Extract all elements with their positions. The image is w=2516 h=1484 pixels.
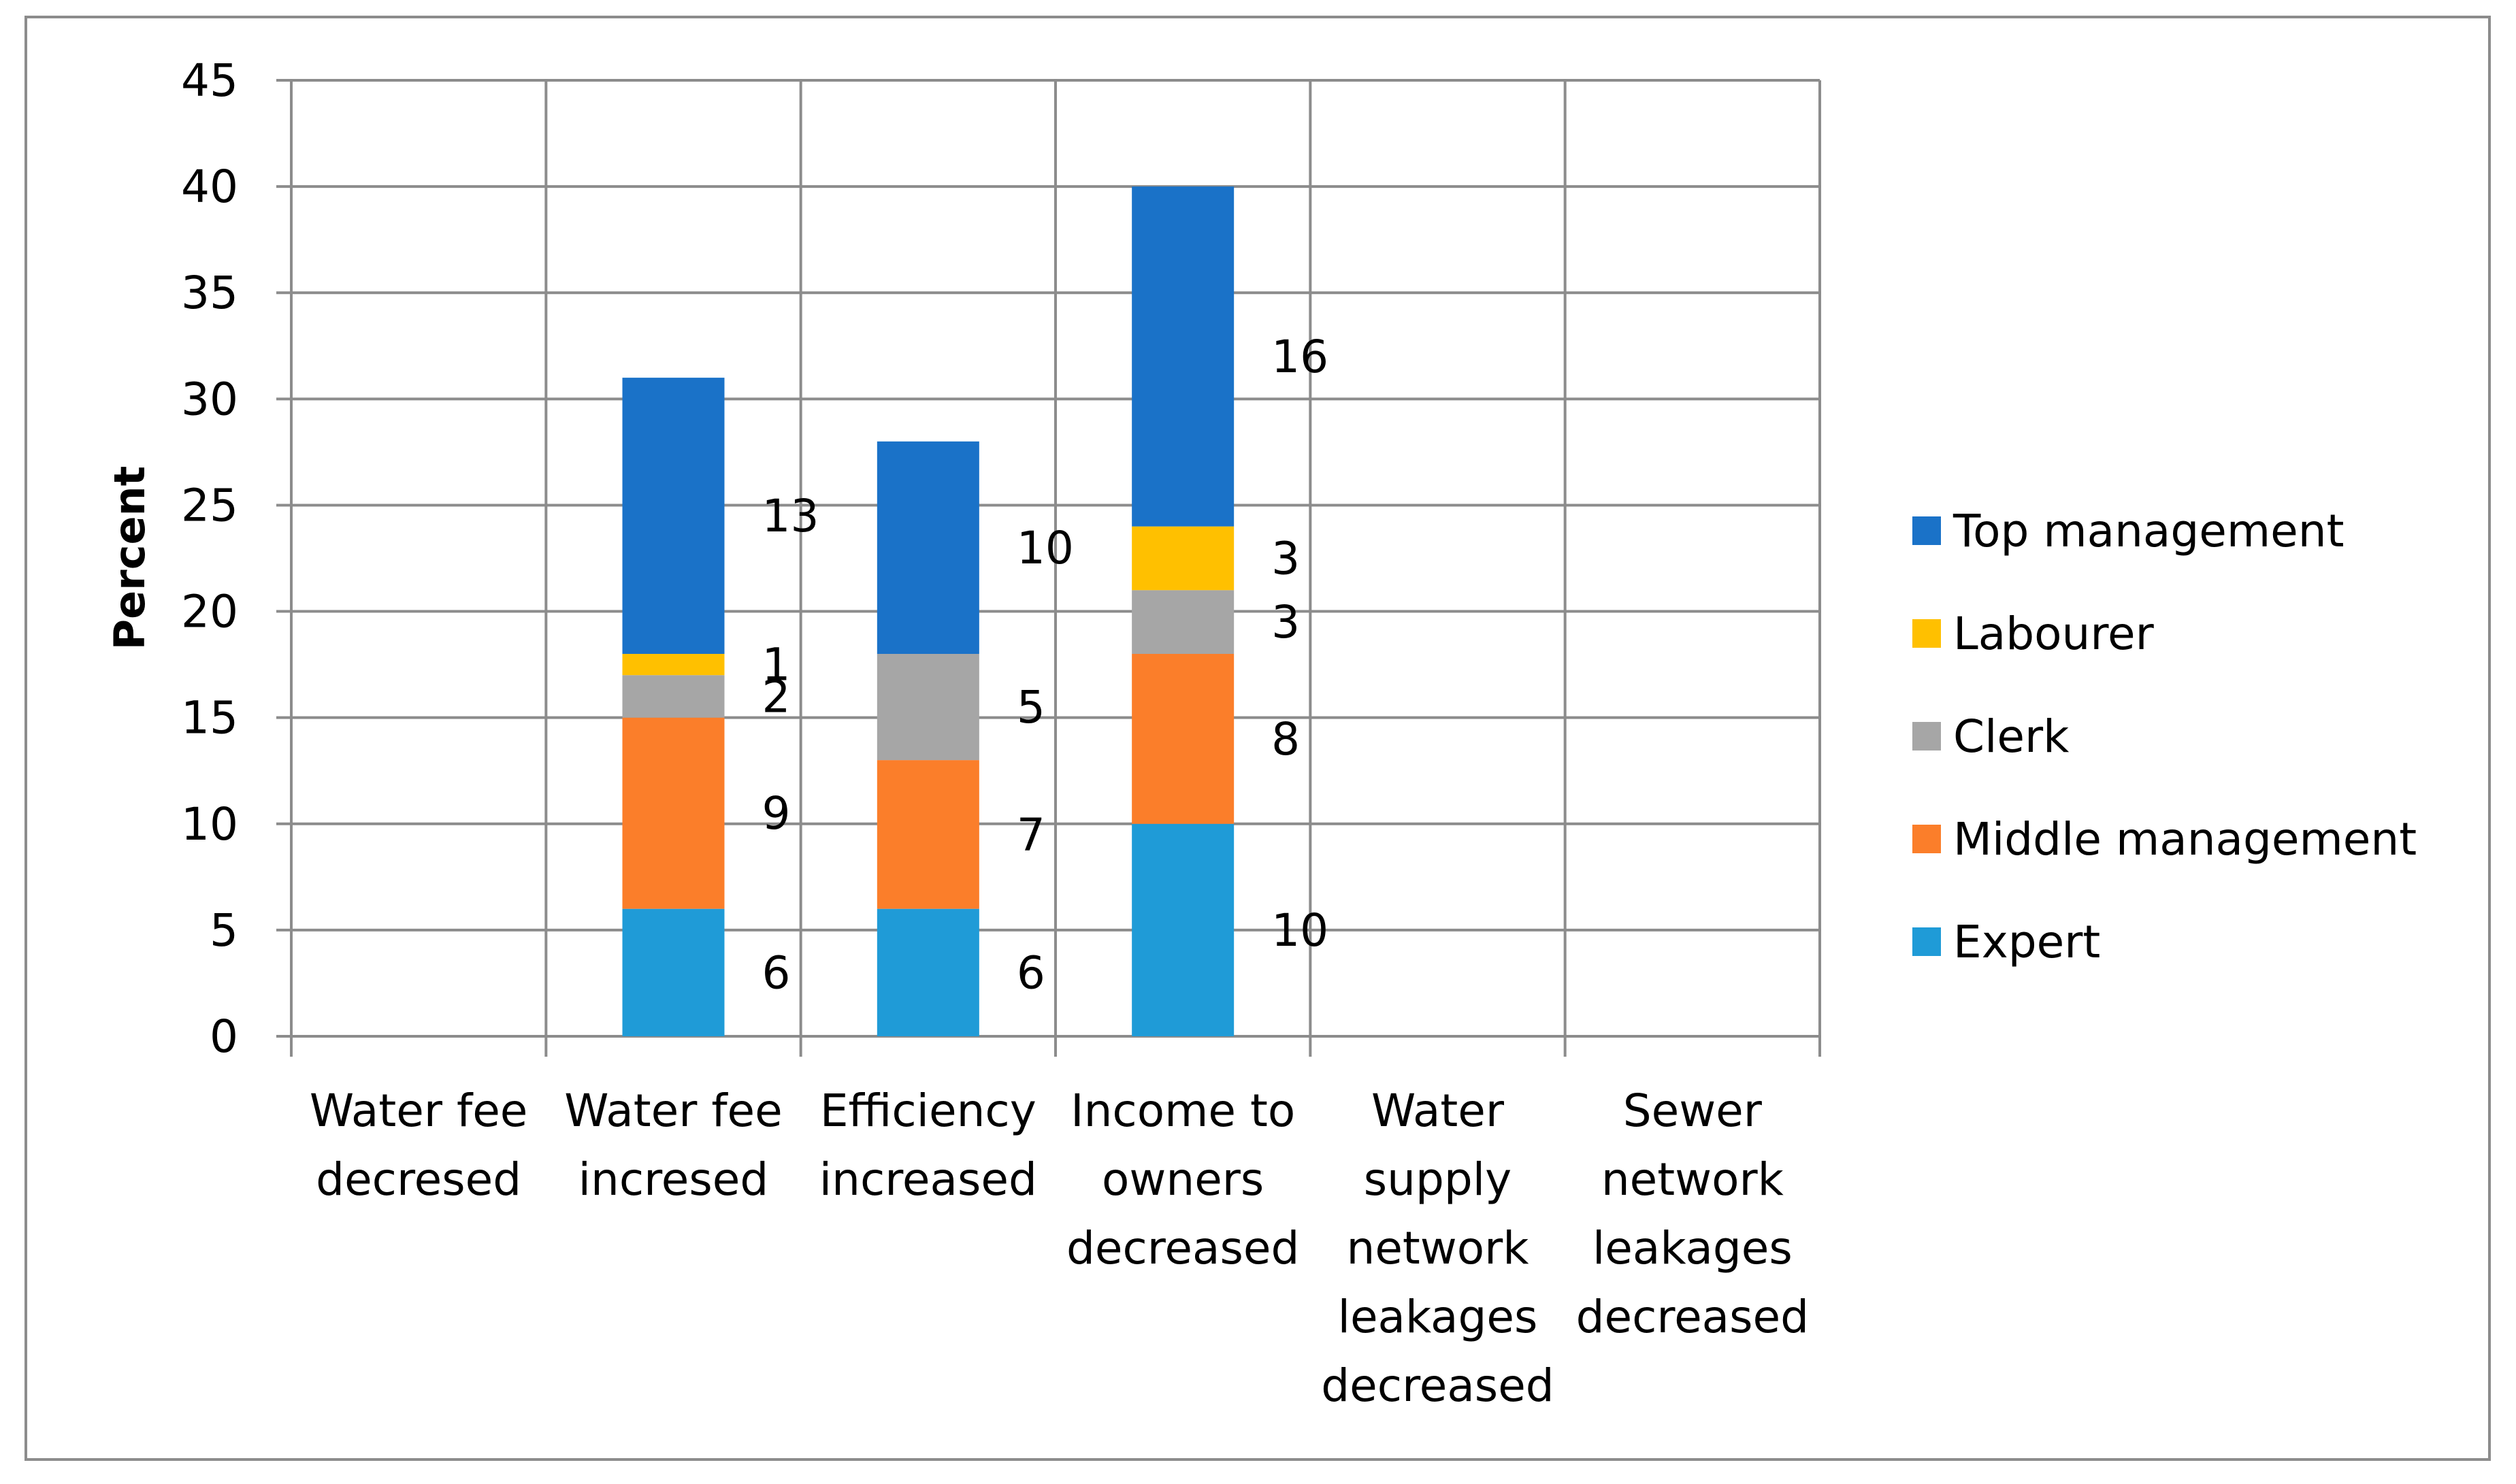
legend-label: Expert — [1953, 916, 2100, 968]
data-label: 6 — [1017, 946, 1045, 999]
x-category-label-line: Water fee — [310, 1085, 528, 1137]
x-category-label: Efficiency increased — [819, 1085, 1037, 1206]
bar-segment — [877, 441, 979, 654]
x-category-label-line: decreased — [1066, 1222, 1299, 1274]
bar-segment — [877, 908, 979, 1036]
bar-segment — [1132, 526, 1235, 591]
x-category-label-line: Income to — [1071, 1085, 1295, 1137]
data-label: 2 — [762, 670, 791, 723]
bar-segment — [1132, 186, 1235, 527]
data-label: 7 — [1017, 808, 1045, 861]
bar-segment — [1132, 654, 1235, 824]
bar-segment — [622, 908, 725, 1036]
y-tick-label: 25 — [181, 479, 238, 531]
y-tick-label: 40 — [181, 161, 238, 213]
x-category-label-line: leakages — [1338, 1291, 1538, 1343]
legend-swatch — [1912, 619, 1941, 648]
x-category-label-line: owners — [1102, 1153, 1264, 1206]
data-label: 10 — [1271, 904, 1328, 957]
y-tick-label: 30 — [181, 373, 238, 425]
data-label: 10 — [1017, 522, 1074, 574]
bar-segment — [622, 378, 725, 654]
data-label: 5 — [1017, 681, 1045, 733]
legend: Top management Labourer Clerk Middle manage… — [1912, 505, 2417, 968]
x-category-label-line: decreased — [1576, 1291, 1809, 1343]
legend-label: Top management — [1953, 505, 2344, 557]
bar-segment — [622, 675, 725, 718]
legend-swatch — [1912, 825, 1941, 853]
x-category-label: Income to owners decreased — [1066, 1085, 1299, 1274]
x-category-label-line: leakages — [1592, 1222, 1793, 1274]
legend-swatch — [1912, 927, 1941, 956]
x-category-label-line: Efficiency — [820, 1085, 1036, 1137]
legend-label: Labourer — [1953, 608, 2155, 660]
x-category-label-line: network — [1346, 1222, 1529, 1274]
data-label: 1 — [762, 639, 791, 691]
bar-segment — [1132, 823, 1235, 1036]
data-label: 16 — [1271, 331, 1328, 383]
legend-swatch — [1912, 516, 1941, 545]
bar-segment — [877, 654, 979, 761]
x-category-label-line: network — [1601, 1153, 1784, 1206]
bars — [622, 186, 1235, 1036]
data-label: 3 — [1271, 533, 1300, 585]
x-category-label-line: incresed — [578, 1153, 769, 1206]
x-category-label-line: decresed — [316, 1153, 521, 1206]
y-tick-label: 45 — [181, 54, 238, 107]
data-label: 6 — [762, 946, 791, 999]
bar-segment — [1132, 590, 1235, 654]
legend-label: Middle management — [1953, 813, 2417, 865]
x-category-label: Water fee decresed — [310, 1085, 528, 1206]
bar-segment — [877, 760, 979, 909]
x-category-label-line: increased — [819, 1153, 1037, 1206]
y-tick-label: 15 — [181, 692, 238, 744]
y-tick-label: 10 — [181, 798, 238, 851]
x-category-label-line: supply — [1364, 1153, 1512, 1206]
bar-segment — [622, 717, 725, 909]
bar-segment — [622, 654, 725, 676]
y-tick-label: 20 — [181, 586, 238, 638]
legend-swatch — [1912, 722, 1941, 751]
x-category-label: Sewer network leakages decreased — [1576, 1085, 1809, 1343]
y-tick-label: 0 — [210, 1010, 238, 1063]
y-axis-title: Percent — [105, 466, 154, 650]
data-label: 13 — [762, 490, 819, 542]
x-category-label: Water supply network leakages decreased — [1321, 1085, 1554, 1412]
x-category-label-line: Water fee — [564, 1085, 783, 1137]
y-tick-label: 5 — [210, 904, 238, 957]
x-category-label-line: decreased — [1321, 1359, 1554, 1412]
x-category-label-line: Water — [1371, 1085, 1505, 1137]
y-tick-label: 35 — [181, 267, 238, 319]
legend-label: Clerk — [1953, 710, 2070, 763]
data-labels: 6 9 21 13 6 7 5 10 10 8 3 3 16 — [762, 331, 1329, 999]
x-category-label-line: Sewer — [1623, 1085, 1763, 1137]
gridlines — [276, 79, 1821, 1057]
data-label: 9 — [762, 787, 791, 840]
data-label: 3 — [1271, 596, 1300, 648]
data-label: 8 — [1271, 713, 1300, 765]
x-category-label: Water fee incresed — [564, 1085, 783, 1206]
chart-border — [24, 16, 2491, 1461]
